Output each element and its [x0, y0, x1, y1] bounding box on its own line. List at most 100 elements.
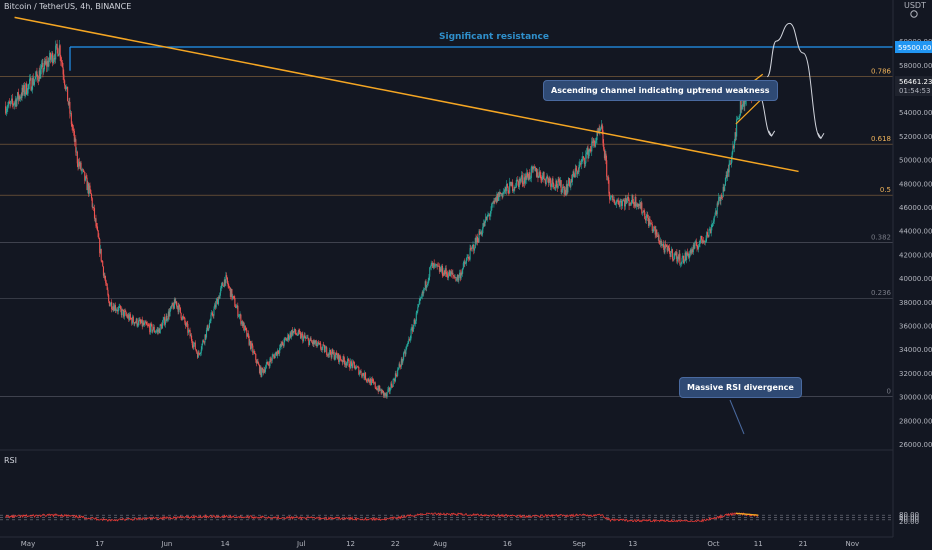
candle — [569, 183, 571, 187]
candle — [435, 264, 438, 265]
candle — [282, 342, 284, 346]
candle — [400, 358, 402, 367]
candle — [702, 240, 704, 244]
fib-label-0.382: 0.382 — [871, 234, 891, 242]
candle — [506, 184, 508, 188]
candle — [208, 322, 211, 328]
candle — [639, 203, 641, 209]
candle — [170, 306, 172, 308]
candle — [510, 182, 512, 186]
candle — [574, 174, 576, 178]
candle — [20, 97, 22, 99]
candle — [674, 253, 676, 256]
candle — [308, 338, 310, 346]
candle — [87, 183, 90, 194]
candle — [633, 202, 635, 204]
candle — [25, 83, 27, 93]
candle — [261, 368, 263, 377]
candle — [593, 139, 595, 143]
candle — [703, 240, 705, 242]
candle — [226, 277, 228, 283]
candle — [14, 102, 16, 105]
time-tick: 14 — [221, 540, 230, 548]
candle — [675, 252, 677, 256]
candle — [278, 352, 280, 354]
candle — [432, 262, 434, 268]
candle — [669, 252, 671, 257]
candle — [291, 330, 293, 337]
candle — [35, 71, 37, 77]
candle — [276, 351, 278, 356]
candle — [255, 360, 258, 364]
rsi-line — [5, 511, 758, 523]
candle — [250, 343, 252, 349]
candle — [722, 187, 724, 198]
candle — [256, 361, 258, 364]
candle — [224, 279, 226, 284]
candle — [659, 242, 661, 244]
candle — [718, 196, 721, 198]
candle — [535, 168, 537, 171]
candle — [196, 350, 198, 353]
candle — [265, 364, 267, 369]
candle — [584, 163, 586, 165]
candle — [252, 351, 255, 353]
candle — [601, 124, 603, 131]
candle — [244, 325, 246, 331]
candle — [150, 323, 152, 325]
candle — [81, 170, 83, 172]
candle — [717, 203, 719, 205]
candle — [303, 336, 305, 342]
candle — [550, 184, 553, 187]
candle — [615, 203, 617, 205]
candle — [382, 390, 385, 396]
candle — [128, 315, 130, 321]
candle — [503, 192, 505, 194]
candle — [459, 272, 461, 279]
candle — [262, 369, 264, 373]
candle — [612, 199, 614, 201]
candle — [166, 315, 168, 321]
candle — [336, 354, 338, 359]
candle — [231, 289, 233, 299]
candle — [229, 287, 231, 297]
candle — [566, 184, 568, 193]
candle — [133, 322, 135, 325]
candle — [159, 324, 161, 334]
candle — [123, 311, 125, 317]
candle — [530, 167, 532, 179]
candle — [524, 177, 526, 184]
candle — [506, 184, 508, 192]
candle — [715, 210, 718, 215]
candle — [730, 157, 732, 164]
candle — [375, 387, 377, 389]
candle — [61, 60, 63, 63]
candle — [242, 322, 244, 326]
candle — [541, 175, 544, 181]
candle — [385, 393, 387, 397]
candle — [477, 242, 479, 243]
candle — [465, 263, 467, 265]
candle — [116, 310, 118, 311]
candle — [220, 288, 222, 293]
candle — [444, 270, 446, 274]
candle — [297, 334, 299, 336]
price-tick: 32000.00 — [899, 370, 932, 378]
candle — [517, 179, 519, 182]
candle — [68, 101, 70, 105]
candle — [167, 311, 169, 320]
candle — [157, 329, 159, 332]
candle — [132, 316, 134, 324]
candle — [371, 379, 373, 381]
candle — [332, 352, 334, 354]
candle — [236, 305, 238, 308]
candle — [285, 338, 287, 341]
candle — [95, 218, 97, 227]
candle — [683, 260, 685, 264]
candle — [660, 240, 662, 246]
price-tick: 36000.00 — [899, 323, 932, 331]
candle — [736, 119, 738, 137]
candle — [314, 340, 317, 343]
candle — [542, 171, 544, 176]
